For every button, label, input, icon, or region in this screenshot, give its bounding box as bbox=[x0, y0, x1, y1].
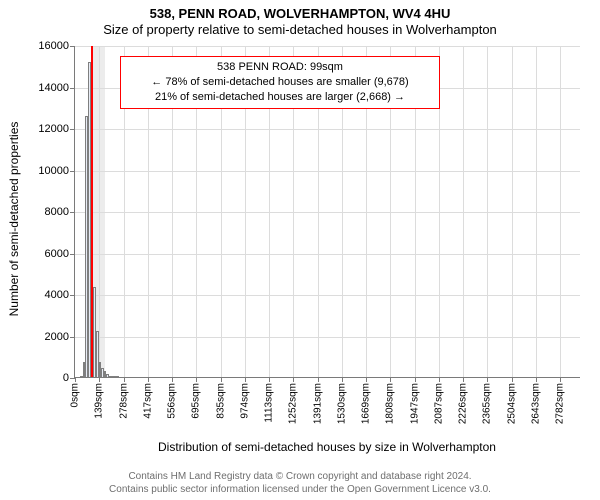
y-tick-label: 10000 bbox=[38, 165, 69, 177]
x-tick bbox=[366, 377, 367, 382]
x-tick-label: 556sqm bbox=[167, 383, 178, 419]
x-tick-label: 2643sqm bbox=[530, 383, 541, 424]
y-tick bbox=[70, 254, 75, 255]
x-tick-label: 1669sqm bbox=[361, 383, 372, 424]
x-tick bbox=[172, 377, 173, 382]
y-gridline bbox=[75, 46, 580, 47]
y-gridline bbox=[75, 337, 580, 338]
attribution-footer: Contains HM Land Registry data © Crown c… bbox=[0, 471, 600, 496]
y-gridline bbox=[75, 295, 580, 296]
y-tick-label: 0 bbox=[63, 372, 69, 384]
x-tick-label: 0sqm bbox=[70, 383, 81, 407]
y-tick bbox=[70, 88, 75, 89]
x-gridline bbox=[560, 46, 561, 377]
y-tick-label: 16000 bbox=[38, 40, 69, 52]
x-gridline bbox=[512, 46, 513, 377]
x-tick bbox=[560, 377, 561, 382]
y-tick-label: 14000 bbox=[38, 82, 69, 94]
x-tick bbox=[75, 377, 76, 382]
footer-line-2: Contains public sector information licen… bbox=[0, 484, 600, 497]
x-tick-label: 835sqm bbox=[215, 383, 226, 419]
x-tick bbox=[536, 377, 537, 382]
y-tick bbox=[70, 171, 75, 172]
x-tick bbox=[124, 377, 125, 382]
y-tick-label: 6000 bbox=[45, 248, 69, 260]
annotation-line-3: 21% of semi-detached houses are larger (… bbox=[127, 90, 433, 105]
histogram-bar bbox=[117, 376, 120, 377]
y-tick-label: 8000 bbox=[45, 206, 69, 218]
x-axis-label: Distribution of semi-detached houses by … bbox=[74, 440, 580, 454]
y-tick-label: 12000 bbox=[38, 123, 69, 135]
y-tick-label: 4000 bbox=[45, 289, 69, 301]
y-tick bbox=[70, 46, 75, 47]
x-tick bbox=[196, 377, 197, 382]
x-tick-label: 2782sqm bbox=[555, 383, 566, 424]
y-gridline bbox=[75, 171, 580, 172]
histogram-chart: 0 2000 4000 6000 8000 10000 12000 14000 16000 0sq… bbox=[0, 0, 600, 500]
annotation-box: 538 PENN ROAD: 99sqm← 78% of semi-detach… bbox=[120, 56, 440, 109]
subject-property-marker bbox=[91, 46, 93, 377]
x-tick-label: 139sqm bbox=[94, 383, 105, 419]
x-tick-label: 2087sqm bbox=[433, 383, 444, 424]
x-tick-label: 2226sqm bbox=[458, 383, 469, 424]
x-tick-label: 1947sqm bbox=[409, 383, 420, 424]
x-tick bbox=[439, 377, 440, 382]
y-tick bbox=[70, 129, 75, 130]
x-tick-label: 1113sqm bbox=[264, 383, 275, 423]
x-gridline bbox=[99, 46, 100, 377]
x-tick-label: 974sqm bbox=[239, 383, 250, 419]
x-tick bbox=[245, 377, 246, 382]
x-tick-label: 1808sqm bbox=[385, 383, 396, 424]
x-tick-label: 2365sqm bbox=[482, 383, 493, 424]
x-tick bbox=[148, 377, 149, 382]
y-gridline bbox=[75, 129, 580, 130]
x-tick-label: 1391sqm bbox=[312, 383, 323, 424]
y-axis-label: Number of semi-detached properties bbox=[7, 53, 21, 385]
x-tick bbox=[293, 377, 294, 382]
x-tick bbox=[342, 377, 343, 382]
annotation-line-1: 538 PENN ROAD: 99sqm bbox=[127, 60, 433, 75]
x-tick bbox=[463, 377, 464, 382]
x-tick bbox=[512, 377, 513, 382]
annotation-line-2: ← 78% of semi-detached houses are smalle… bbox=[127, 75, 433, 90]
x-tick-label: 1252sqm bbox=[288, 383, 299, 424]
footer-line-1: Contains HM Land Registry data © Crown c… bbox=[0, 471, 600, 484]
x-tick bbox=[221, 377, 222, 382]
x-tick bbox=[487, 377, 488, 382]
y-gridline bbox=[75, 254, 580, 255]
x-tick-label: 1530sqm bbox=[336, 383, 347, 424]
x-tick-label: 695sqm bbox=[191, 383, 202, 419]
x-tick bbox=[269, 377, 270, 382]
y-gridline bbox=[75, 212, 580, 213]
x-tick bbox=[390, 377, 391, 382]
x-tick bbox=[415, 377, 416, 382]
x-tick-label: 278sqm bbox=[118, 383, 129, 419]
x-tick-label: 2504sqm bbox=[506, 383, 517, 424]
y-tick bbox=[70, 295, 75, 296]
x-tick bbox=[318, 377, 319, 382]
x-tick-label: 417sqm bbox=[142, 383, 153, 419]
y-tick bbox=[70, 337, 75, 338]
y-tick-label: 2000 bbox=[45, 331, 69, 343]
x-gridline bbox=[487, 46, 488, 377]
x-tick bbox=[99, 377, 100, 382]
x-gridline bbox=[536, 46, 537, 377]
y-tick bbox=[70, 212, 75, 213]
x-gridline bbox=[463, 46, 464, 377]
